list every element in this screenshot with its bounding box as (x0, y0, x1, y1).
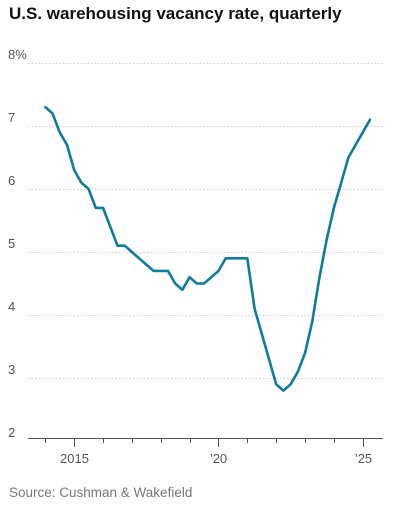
x-axis: 2015 ’20 ’25 (28, 438, 383, 466)
source-note: Source: Cushman & Wakefield (9, 485, 193, 500)
x-tick-label-2015: 2015 (60, 451, 89, 466)
y-tick-label-5: 5 (8, 236, 15, 251)
chart-title: U.S. warehousing vacancy rate, quarterly (9, 4, 342, 23)
x-tick-label-2020: ’20 (210, 451, 227, 466)
y-tick-label-6: 6 (8, 173, 15, 188)
series (44, 105, 372, 392)
y-tick-label-3: 3 (8, 362, 15, 377)
y-tick-label-2: 2 (8, 425, 15, 440)
y-tick-label-8: 8% (8, 47, 27, 62)
line-chart: 2 3 4 5 6 7 8% 2015 ’20 ’25 (8, 47, 383, 466)
y-tick-labels: 2 3 4 5 6 7 8% (8, 47, 27, 440)
y-tick-label-4: 4 (8, 299, 15, 314)
vacancy-rate-line (44, 105, 372, 392)
x-tick-label-2025: ’25 (355, 451, 372, 466)
y-tick-label-7: 7 (8, 110, 15, 125)
